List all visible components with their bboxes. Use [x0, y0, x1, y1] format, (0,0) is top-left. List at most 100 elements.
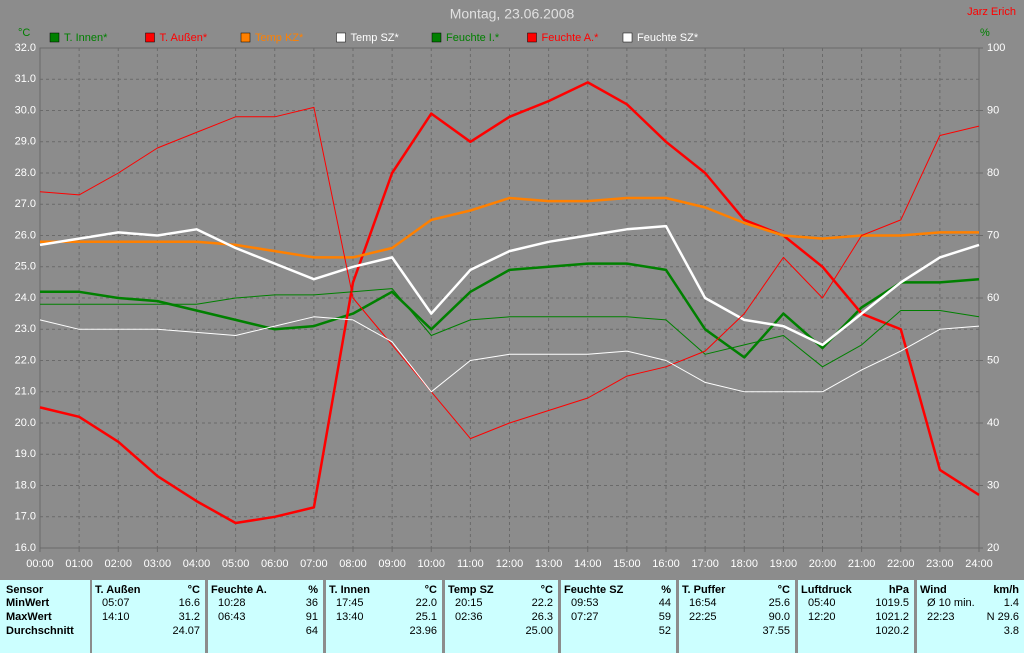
stat-value: 1019.5 [875, 597, 909, 609]
stat-value: 91 [305, 611, 318, 623]
group-name: T. Puffer [682, 584, 726, 596]
group-name: Luftdruck [801, 584, 852, 596]
y2-tick-label: 90 [987, 104, 999, 116]
stat-value: 1.4 [1003, 597, 1019, 609]
group-name: Temp SZ [448, 584, 494, 596]
y2-tick-label: 60 [987, 292, 999, 304]
series-line [40, 262, 980, 359]
series-line [39, 81, 980, 525]
stat-value: 36 [305, 597, 318, 609]
series-line [39, 224, 980, 347]
stat-average: 1020.2 [875, 625, 909, 637]
y-tick-label: 29.0 [15, 136, 36, 148]
x-tick-label: 04:00 [183, 558, 211, 570]
legend-swatch [145, 32, 155, 43]
stat-group: Feuchte A.% 10:28 36 06:43 91 64 [208, 580, 323, 653]
x-tick-label: 08:00 [339, 558, 367, 570]
stat-average: 37.55 [762, 625, 790, 637]
stat-value: 44 [658, 597, 671, 609]
stat-group: Feuchte SZ% 09:53 44 07:27 59 52 [561, 580, 676, 653]
stat-time: 20:15 [455, 597, 483, 609]
legend-swatch [336, 32, 346, 43]
x-tick-label: 21:00 [848, 558, 876, 570]
x-tick-label: 22:00 [887, 558, 915, 570]
stat-value: 22.0 [415, 597, 437, 609]
stat-group: Temp SZ °C 20:15 22.2 02:36 26.3 25.00 [445, 580, 558, 653]
stat-time: 05:40 [808, 597, 836, 609]
x-tick-label: 05:00 [222, 558, 250, 570]
x-tick-label: 03:00 [144, 558, 172, 570]
series-line [40, 196, 979, 259]
stat-group: T. Außen °C 05:07 16.6 14:10 31.2 24.07 [92, 580, 205, 653]
stat-time: 02:36 [455, 611, 483, 623]
row-label: Durchschnitt [6, 625, 74, 637]
stat-time: 12:20 [808, 611, 836, 623]
y2-axis-label: % [980, 27, 990, 39]
stat-value: 59 [658, 611, 671, 623]
series-line [39, 316, 980, 393]
y-tick-label: 24.0 [15, 292, 36, 304]
legend-label: Temp SZ* [351, 32, 400, 44]
x-tick-label: 12:00 [496, 558, 524, 570]
group-unit: °C [777, 584, 790, 596]
y2-tick-label: 50 [987, 354, 999, 366]
y2-tick-label: 70 [987, 229, 999, 241]
y-tick-label: 22.0 [15, 354, 36, 366]
y-tick-label: 25.0 [15, 261, 36, 273]
y-tick-label: 26.0 [15, 229, 36, 241]
x-tick-label: 10:00 [417, 558, 445, 570]
label-column: Sensor MinWert MaxWert Durchschnitt [0, 580, 90, 653]
y-tick-label: 16.0 [15, 542, 36, 554]
stat-time: 14:10 [102, 611, 130, 623]
legend-label: Feuchte SZ* [637, 32, 699, 44]
stat-average: 3.8 [1003, 625, 1019, 637]
y-tick-label: 20.0 [15, 417, 36, 429]
stat-value: 16.6 [178, 597, 200, 609]
stat-average: 64 [305, 625, 318, 637]
x-tick-label: 06:00 [261, 558, 289, 570]
legend-swatch [49, 32, 60, 43]
stat-value: 26.3 [531, 611, 553, 623]
x-tick-label: 11:00 [457, 558, 484, 570]
legend-label: Temp KZ* [255, 32, 304, 44]
x-tick-label: 13:00 [535, 558, 563, 570]
x-tick-label: 07:00 [300, 558, 328, 570]
stat-time: 17:45 [336, 597, 364, 609]
y-tick-label: 27.0 [15, 198, 36, 210]
stat-group: T. Puffer °C 16:54 25.6 22:25 90.0 37.55 [679, 580, 795, 653]
stat-average: 23.96 [409, 625, 437, 637]
y2-tick-label: 20 [987, 542, 999, 554]
stat-value: 25.1 [415, 611, 437, 623]
stats-table: Sensor MinWert MaxWert Durchschnitt T. Außen… [0, 580, 1024, 653]
x-tick-label: 02:00 [104, 558, 132, 570]
y-tick-label: 18.0 [15, 479, 36, 491]
y-axis-label: °C [18, 27, 30, 39]
group-unit: % [308, 584, 318, 596]
stat-value: N 29.6 [986, 611, 1019, 623]
group-name: Feuchte SZ [564, 584, 624, 596]
stat-time: 22:25 [689, 611, 717, 623]
y2-tick-label: 100 [987, 42, 1005, 54]
x-tick-label: 00:00 [26, 558, 54, 570]
stat-value: 1021.2 [875, 611, 909, 623]
series-line [40, 288, 980, 368]
row-label: Sensor [6, 584, 44, 596]
group-unit: °C [424, 584, 437, 596]
x-tick-label: 19:00 [770, 558, 798, 570]
group-name: T. Außen [95, 584, 141, 596]
group-unit: °C [187, 584, 200, 596]
y2-tick-label: 30 [987, 479, 999, 491]
author: Jarz Erich [967, 6, 1016, 18]
stat-value: 31.2 [178, 611, 200, 623]
x-tick-label: 15:00 [613, 558, 641, 570]
y-tick-label: 17.0 [15, 511, 36, 523]
y-tick-label: 30.0 [15, 104, 36, 116]
x-tick-label: 23:00 [926, 558, 954, 570]
stat-average: 52 [658, 625, 671, 637]
x-tick-label: 09:00 [378, 558, 406, 570]
chart-title: Montag, 23.06.2008 [450, 6, 575, 22]
stat-time: 06:43 [218, 611, 246, 623]
stat-time: Ø 10 min. [927, 597, 975, 609]
stat-time: 10:28 [218, 597, 246, 609]
